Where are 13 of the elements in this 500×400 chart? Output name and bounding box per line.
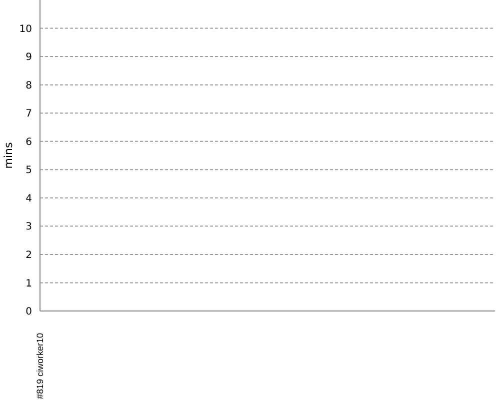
y-tick-label: 5 bbox=[26, 165, 32, 176]
y-tick-label: 0 bbox=[26, 306, 32, 318]
y-tick-label: 7 bbox=[26, 108, 32, 120]
x-tick-label: #819 ciworker10 bbox=[35, 333, 45, 400]
y-tick-label: 2 bbox=[26, 250, 32, 262]
y-tick-label: 6 bbox=[26, 136, 32, 148]
y-tick-label: 10 bbox=[19, 24, 32, 35]
y-tick-label: 4 bbox=[26, 193, 32, 204]
y-tick-label: 3 bbox=[26, 222, 32, 233]
y-tick-label: 1 bbox=[26, 278, 32, 290]
y-tick-label: 9 bbox=[26, 52, 32, 64]
y-tick-label: 8 bbox=[26, 80, 32, 92]
y-axis-title: mins bbox=[2, 142, 15, 169]
